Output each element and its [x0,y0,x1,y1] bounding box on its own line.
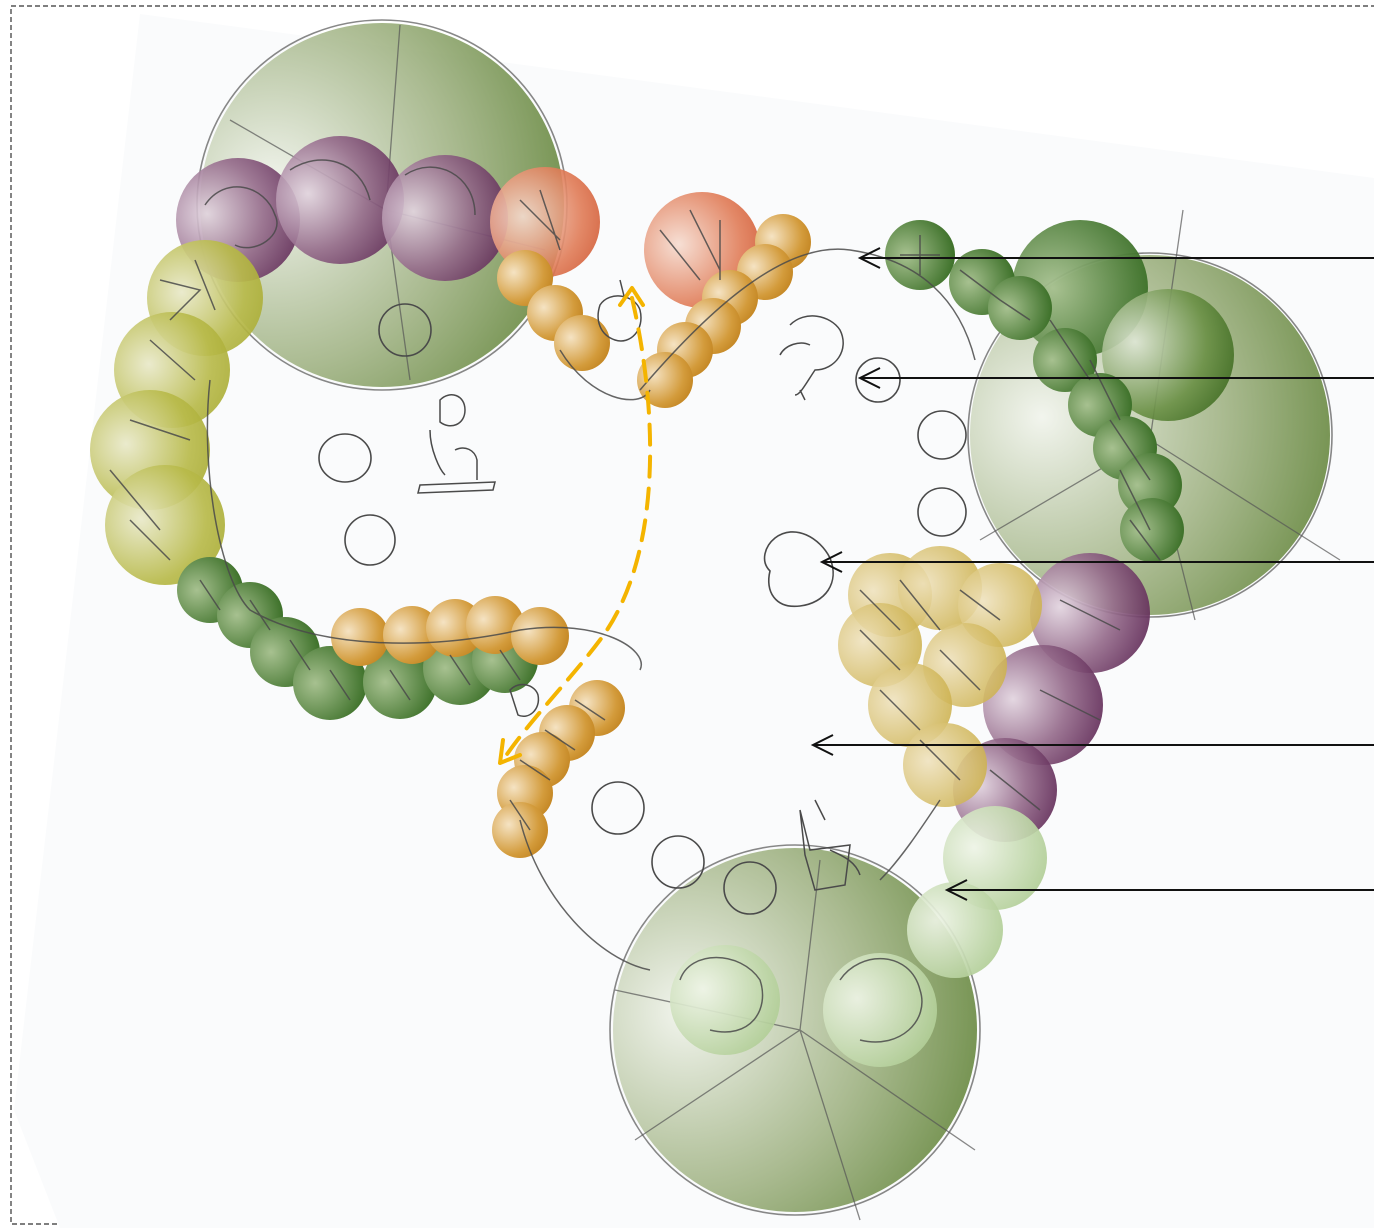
stepping-stone-icon [917,410,967,460]
stepping-stone-icon [344,514,396,566]
stepping-stones [318,303,967,915]
seating-bench-icon [799,799,861,891]
large-tree-south [609,844,981,1221]
leader-arrow-icon [857,367,1374,389]
leader-arrows [810,247,1374,901]
ochre-shrubs-south-arc [492,680,625,858]
stepping-stone-icon [378,303,432,357]
stepping-stone-icon [318,433,372,483]
yellow-green-shrubs-west [90,240,263,585]
leader-arrow-icon [810,734,1374,756]
pale-green-shrubs-southeast [670,806,1047,1067]
stepping-stone-icon [855,357,901,403]
stepping-stone-icon [651,835,705,889]
leader-arrow-icon [944,879,1374,901]
sketch-linework [109,159,1161,1043]
stepping-stone-icon [723,861,777,915]
boulder-icon [763,531,834,608]
garden-bed-outline [206,248,976,971]
seating-bench-icon [509,683,540,717]
person-figure-icon [779,315,844,401]
circulation-path-arrow [498,286,653,765]
stepping-stone-icon [591,781,645,835]
leader-arrow-icon [819,551,1374,573]
leader-arrow-icon [857,247,1374,269]
stepping-stone-icon [917,487,967,537]
ochre-shrubs-west-row [331,596,569,666]
person-figure-icon [417,394,496,494]
